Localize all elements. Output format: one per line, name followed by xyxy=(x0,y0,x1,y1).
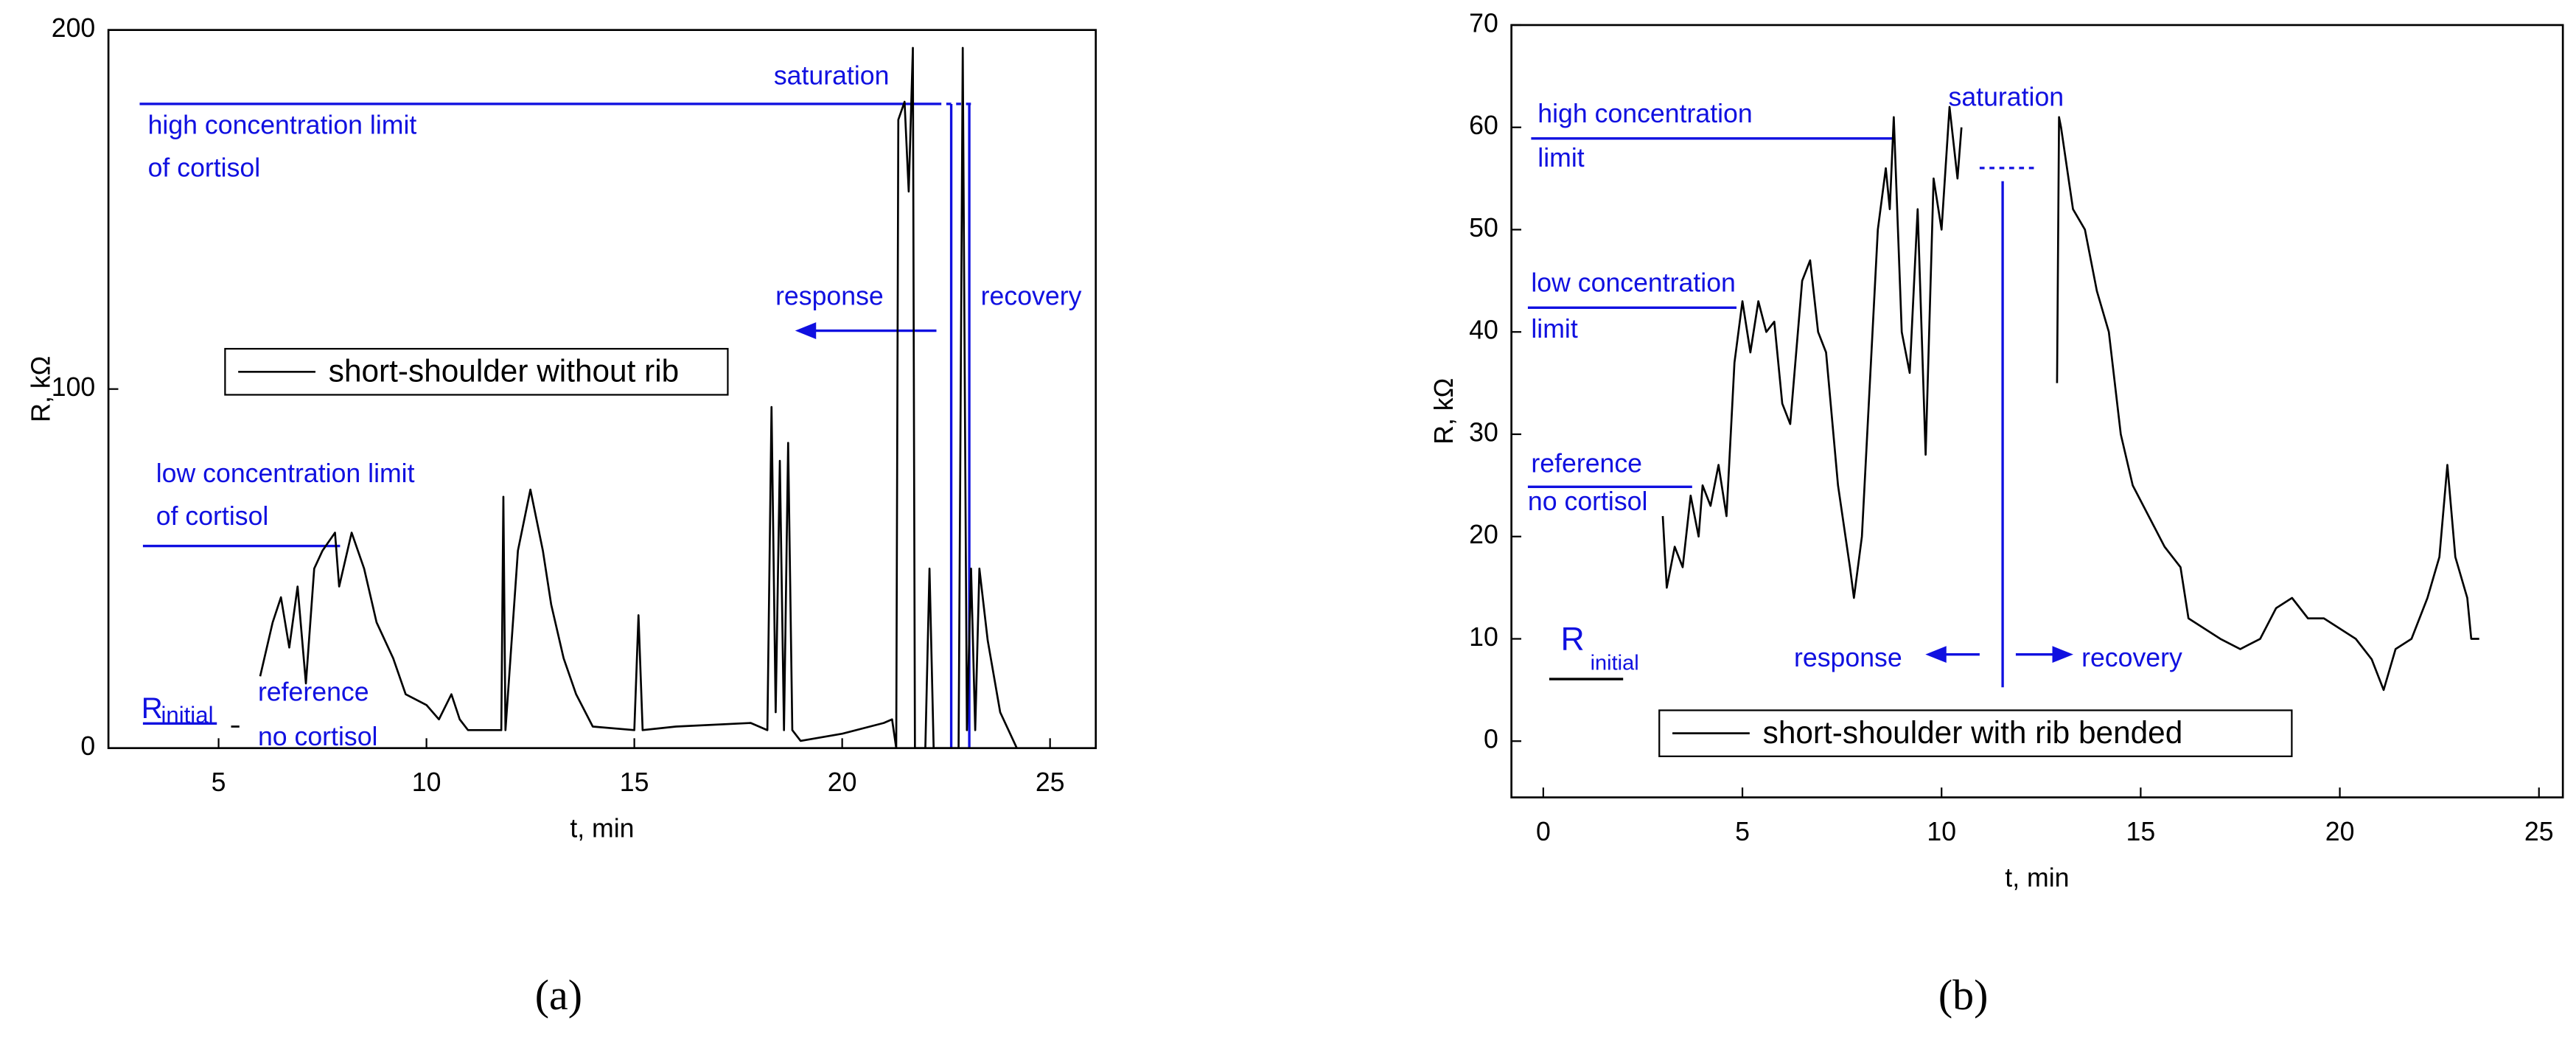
annotation: initial xyxy=(1591,652,1639,675)
x-tick-label: 20 xyxy=(2325,817,2355,846)
x-tick-label: 25 xyxy=(1036,767,1065,797)
x-axis-title: t, min xyxy=(570,814,634,843)
annotation-shapes-a xyxy=(139,102,973,748)
legend-box xyxy=(1658,709,2293,757)
annotation: saturation xyxy=(1949,83,2064,112)
annotation: no cortisol xyxy=(1528,487,1648,516)
x-tick-label: 10 xyxy=(1927,817,1956,846)
plot-frame xyxy=(1510,24,2564,798)
annotation: high concentration xyxy=(1537,99,1752,128)
y-tick-label: 20 xyxy=(1469,520,1498,549)
annotation: limit xyxy=(1537,143,1584,173)
y-tick-label: 70 xyxy=(1469,8,1498,38)
annotation: saturation xyxy=(774,61,890,91)
annotation: recovery xyxy=(981,281,1082,310)
data-line xyxy=(1661,105,2479,692)
x-tick-label: 0 xyxy=(1536,817,1551,846)
y-tick-label: 50 xyxy=(1469,213,1498,243)
annotation-shapes-b xyxy=(1527,137,2073,688)
annotation: reference xyxy=(1531,449,1642,478)
x-tick-label: 5 xyxy=(1735,817,1750,846)
y-tick-label: 60 xyxy=(1469,111,1498,140)
annotation: of cortisol xyxy=(148,153,261,183)
y-axis-title: R, kΩ xyxy=(26,356,55,422)
annotation: limit xyxy=(1531,314,1577,344)
annotation: of cortisol xyxy=(156,501,269,531)
annotation: no cortisol xyxy=(258,722,378,751)
annotation: R xyxy=(142,692,163,725)
x-tick-label: 10 xyxy=(412,767,441,797)
annotation: low concentration limit xyxy=(156,459,415,488)
annotation: high concentration limit xyxy=(148,111,417,140)
x-tick-label: 20 xyxy=(828,767,857,797)
legend-label: short-shoulder with rib bended xyxy=(1763,715,2183,750)
y-tick-label: 0 xyxy=(1484,725,1498,754)
caption: (a) xyxy=(535,971,582,1019)
caption: (b) xyxy=(1938,971,1989,1019)
y-tick-label: 200 xyxy=(52,13,96,43)
annotation: R xyxy=(1561,622,1585,658)
x-tick-label: 15 xyxy=(620,767,649,797)
legend-label: short-shoulder without rib xyxy=(329,354,679,389)
x-tick-label: 5 xyxy=(212,767,226,797)
y-tick-label: 10 xyxy=(1469,622,1498,652)
y-axis-title: R, kΩ xyxy=(1429,378,1459,445)
data-line xyxy=(231,46,1018,750)
annotation: reference xyxy=(258,678,369,707)
annotation: initial xyxy=(161,703,213,728)
annotation: response xyxy=(1794,643,1902,672)
x-tick-label: 25 xyxy=(2524,817,2554,846)
annotation: low concentration xyxy=(1531,268,1735,298)
x-tick-label: 15 xyxy=(2126,817,2156,846)
y-tick-label: 40 xyxy=(1469,316,1498,345)
annotation: response xyxy=(775,281,884,310)
y-tick-label: 100 xyxy=(52,372,96,402)
y-tick-label: 30 xyxy=(1469,417,1498,447)
x-axis-title: t, min xyxy=(2005,863,2069,892)
annotation: recovery xyxy=(2081,643,2182,672)
y-tick-label: 0 xyxy=(80,731,95,761)
